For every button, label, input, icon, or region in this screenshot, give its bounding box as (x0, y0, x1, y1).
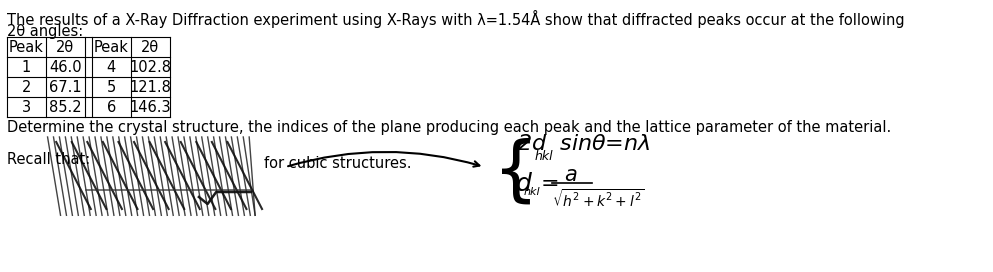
Text: 2d  sin$\theta$=n$\lambda$: 2d sin$\theta$=n$\lambda$ (517, 134, 650, 154)
Text: hkl: hkl (524, 187, 541, 197)
Text: 3: 3 (22, 100, 31, 115)
Text: 2θ: 2θ (141, 39, 159, 54)
Text: 146.3: 146.3 (129, 100, 171, 115)
Text: hkl: hkl (534, 150, 553, 163)
Text: a: a (564, 165, 577, 185)
Text: 1: 1 (22, 60, 31, 75)
Text: Determine the crystal structure, the indices of the plane producing each peak an: Determine the crystal structure, the ind… (7, 120, 891, 135)
Text: The results of a X-Ray Diffraction experiment using X-Rays with λ=1.54Å show tha: The results of a X-Ray Diffraction exper… (7, 10, 905, 28)
Text: Recall that:: Recall that: (7, 152, 90, 167)
Text: 5: 5 (106, 79, 116, 94)
Text: 102.8: 102.8 (129, 60, 171, 75)
Text: 6: 6 (106, 100, 116, 115)
Text: $\sqrt{h^2+k^2+l^2}$: $\sqrt{h^2+k^2+l^2}$ (552, 189, 644, 210)
Text: 2θ: 2θ (57, 39, 74, 54)
Text: Peak: Peak (93, 39, 128, 54)
Text: d: d (515, 172, 531, 196)
Text: Peak: Peak (9, 39, 44, 54)
Text: 4: 4 (106, 60, 116, 75)
Text: 2θ angles:: 2θ angles: (7, 24, 83, 39)
Text: 121.8: 121.8 (129, 79, 171, 94)
Text: {: { (493, 138, 539, 206)
Text: 46.0: 46.0 (49, 60, 81, 75)
Text: =: = (540, 174, 559, 194)
Text: 85.2: 85.2 (49, 100, 81, 115)
Text: 2: 2 (22, 79, 31, 94)
Text: for cubic structures.: for cubic structures. (264, 156, 411, 172)
Text: 67.1: 67.1 (49, 79, 81, 94)
